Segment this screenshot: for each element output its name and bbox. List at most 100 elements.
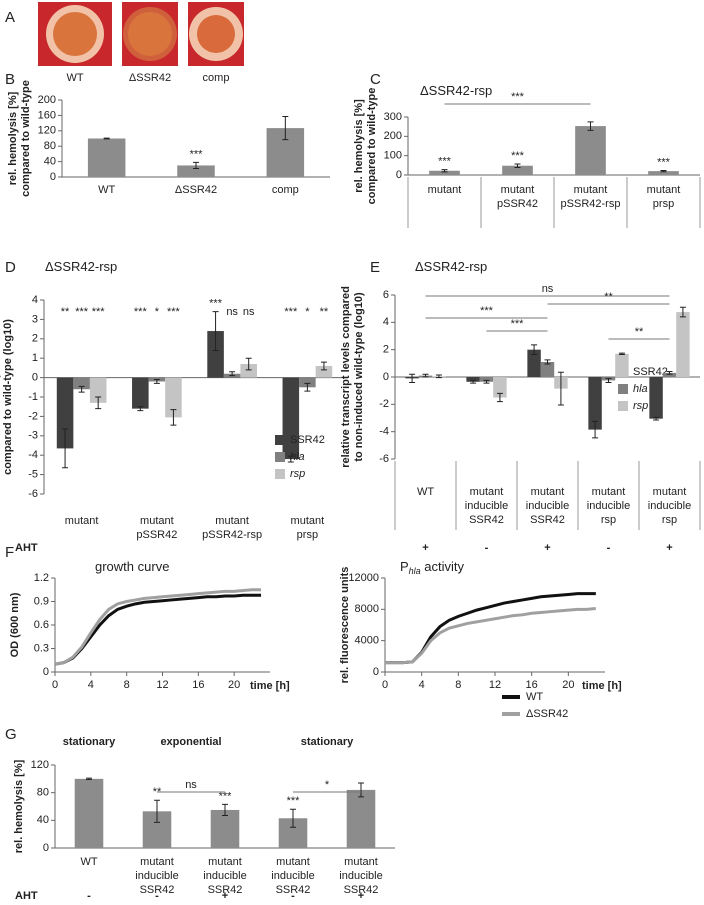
bar xyxy=(87,138,126,177)
y-tick-label: 40 xyxy=(37,814,49,826)
bar xyxy=(132,377,149,409)
legend-label: WT xyxy=(526,691,543,703)
error-bar xyxy=(154,799,160,823)
chart-title: ΔSSR42-rsp xyxy=(45,259,117,274)
bar xyxy=(615,353,629,377)
x-tick-label: mutant xyxy=(470,486,504,498)
significance: * xyxy=(305,306,310,318)
x-tick-label: mutant xyxy=(344,856,378,868)
x-tick-label: SSR42 xyxy=(140,884,175,896)
x-tick-label: mutant xyxy=(592,486,626,498)
x-tick-label: pSSR42 xyxy=(497,198,538,210)
x-tick-label: mutant xyxy=(140,515,174,527)
legend-label: ΔSSR42 xyxy=(526,708,568,720)
legend-swatch xyxy=(275,469,285,479)
y-tick-label: -5 xyxy=(28,469,38,481)
y-tick-label: 0 xyxy=(396,169,402,181)
legend-swatch xyxy=(618,401,628,411)
y-tick-label: -2 xyxy=(28,410,38,422)
x-tick-label: prsp xyxy=(297,529,318,541)
y-tick-label: 2 xyxy=(32,333,38,345)
x-tick-label: WT xyxy=(417,486,434,498)
error-bar xyxy=(245,357,252,371)
error-bar xyxy=(358,782,364,798)
error-bar xyxy=(287,455,294,463)
significance: ns xyxy=(243,306,255,318)
y-axis-label: rel. hemolysis [%] xyxy=(353,99,365,193)
bracket-label: ns xyxy=(185,779,197,791)
x-tick-label: 0 xyxy=(382,679,388,691)
bracket-label: ** xyxy=(604,291,613,303)
error-bar xyxy=(496,392,503,403)
error-bar xyxy=(660,170,667,173)
x-tick-label: mutant xyxy=(574,184,608,196)
error-bar xyxy=(653,416,660,421)
title: P xyxy=(400,559,409,574)
x-tick-label: pSSR42 xyxy=(136,529,177,541)
error-bar xyxy=(86,777,92,781)
error-bar xyxy=(222,803,228,816)
bar xyxy=(210,809,240,848)
significance: *** xyxy=(438,155,452,167)
group-label: stationary xyxy=(301,736,354,748)
bar xyxy=(540,361,555,377)
bar xyxy=(73,377,90,390)
x-tick-label: inducible xyxy=(135,870,178,882)
significance: *** xyxy=(92,306,106,318)
significance: ** xyxy=(320,306,329,318)
error-bar xyxy=(679,306,686,318)
bar xyxy=(74,778,104,848)
y-tick-label: 40 xyxy=(44,156,56,168)
error-bar xyxy=(282,116,289,141)
photo-label: WT xyxy=(66,72,83,84)
bracket-label: ns xyxy=(542,283,554,295)
row-value: - xyxy=(291,890,295,902)
x-tick-label: mutant xyxy=(215,515,249,527)
y-tick-label: 0 xyxy=(373,666,379,678)
significance: *** xyxy=(284,306,298,318)
x-tick-label: mutant xyxy=(501,184,535,196)
y-axis-label: OD (600 nm) xyxy=(9,592,21,657)
panel-letter: C xyxy=(370,71,381,88)
significance: *** xyxy=(75,306,89,318)
y-tick-label: 0.3 xyxy=(34,642,49,654)
x-tick-label: 8 xyxy=(455,679,461,691)
x-axis-label: time [h] xyxy=(582,680,622,692)
y-axis-label: rel. fluorescence units xyxy=(339,567,351,684)
row-label: AHT xyxy=(15,890,38,902)
x-tick-label: inducible xyxy=(339,870,382,882)
legend-swatch xyxy=(275,452,285,462)
x-tick-label: prsp xyxy=(653,198,674,210)
y-axis-label: relative transcript levels compared xyxy=(340,286,352,468)
y-tick-label: -1 xyxy=(28,391,38,403)
y-tick-label: 120 xyxy=(38,125,56,137)
error-bar xyxy=(78,385,85,393)
x-axis-label: time [h] xyxy=(250,680,290,692)
y-tick-label: -3 xyxy=(28,430,38,442)
chart-title: Phla activity xyxy=(400,559,465,576)
x-tick-label: inducible xyxy=(526,500,569,512)
y-tick-label: 200 xyxy=(38,94,56,106)
x-tick-label: mutant xyxy=(531,486,565,498)
bar xyxy=(466,377,480,382)
error-bar xyxy=(557,371,564,406)
x-tick-label: 8 xyxy=(124,679,130,691)
y-tick-label: 0 xyxy=(383,371,389,383)
y-tick-label: 4000 xyxy=(355,635,379,647)
x-tick-label: ΔSSR42 xyxy=(175,184,217,196)
x-tick-label: rsp xyxy=(601,514,616,526)
y-tick-label: 160 xyxy=(38,109,56,121)
y-tick-label: -4 xyxy=(28,449,38,461)
error-bar xyxy=(441,169,448,173)
significance: *** xyxy=(190,148,204,160)
title-rest: activity xyxy=(421,559,465,574)
x-tick-label: 20 xyxy=(562,679,574,691)
legend-label: rsp xyxy=(290,468,305,480)
x-tick-label: 16 xyxy=(192,679,204,691)
x-tick-label: SSR42 xyxy=(530,514,565,526)
photo-comp xyxy=(188,2,244,66)
bracket-label: * xyxy=(325,779,330,791)
bar xyxy=(56,377,74,449)
bar xyxy=(177,165,215,177)
y-tick-label: 80 xyxy=(37,787,49,799)
